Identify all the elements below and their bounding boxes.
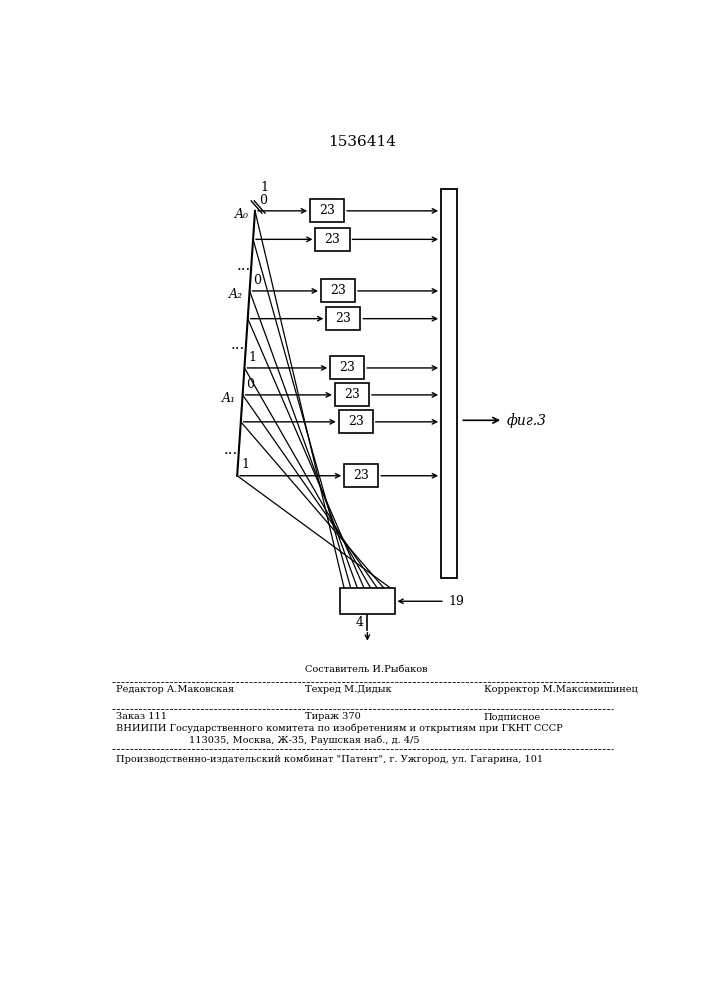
Text: 19: 19 bbox=[449, 595, 464, 608]
Text: Редактор А.Маковская: Редактор А.Маковская bbox=[115, 685, 233, 694]
Text: 23: 23 bbox=[330, 284, 346, 297]
Bar bbox=[315, 228, 349, 251]
Bar bbox=[327, 307, 361, 330]
Text: Подписное: Подписное bbox=[484, 712, 541, 721]
Text: Составитель И.Рыбаков: Составитель И.Рыбаков bbox=[305, 665, 428, 674]
Text: Тираж 370: Тираж 370 bbox=[305, 712, 361, 721]
Text: ...: ... bbox=[236, 259, 251, 273]
Text: фиг.3: фиг.3 bbox=[507, 413, 547, 428]
Text: 23: 23 bbox=[325, 233, 341, 246]
Text: 25: 25 bbox=[443, 391, 455, 407]
Text: 23: 23 bbox=[319, 204, 335, 217]
Bar bbox=[330, 356, 364, 379]
Text: Техред М.Дидык: Техред М.Дидык bbox=[305, 685, 392, 694]
Text: Заказ 111: Заказ 111 bbox=[115, 712, 167, 721]
Text: 0: 0 bbox=[259, 194, 267, 207]
Bar bbox=[321, 279, 355, 302]
Bar bbox=[335, 383, 369, 406]
Text: A₀: A₀ bbox=[235, 208, 249, 221]
Text: 4: 4 bbox=[356, 616, 363, 629]
Text: 1: 1 bbox=[241, 458, 249, 471]
Text: A₁: A₁ bbox=[223, 392, 236, 405]
Text: 0: 0 bbox=[254, 274, 262, 287]
Bar bbox=[339, 410, 373, 433]
Text: ...: ... bbox=[231, 338, 245, 352]
Text: 24: 24 bbox=[359, 595, 375, 608]
Text: 23: 23 bbox=[335, 312, 351, 325]
Text: 23: 23 bbox=[348, 415, 363, 428]
Text: 1536414: 1536414 bbox=[328, 135, 396, 149]
Text: ВНИИПИ Государственного комитета по изобретениям и открытиям при ГКНТ СССР: ВНИИПИ Государственного комитета по изоб… bbox=[115, 724, 562, 733]
Bar bbox=[441, 189, 457, 578]
Bar bbox=[340, 588, 395, 614]
Text: 113035, Москва, Ж-35, Раушская наб., д. 4/5: 113035, Москва, Ж-35, Раушская наб., д. … bbox=[189, 735, 420, 745]
Text: Корректор М.Максимишинец: Корректор М.Максимишинец bbox=[484, 685, 638, 694]
Text: 0: 0 bbox=[247, 378, 255, 391]
Text: ...: ... bbox=[224, 443, 238, 457]
Text: 1: 1 bbox=[260, 181, 268, 194]
Bar bbox=[344, 464, 378, 487]
Text: 23: 23 bbox=[339, 361, 355, 374]
Text: A₂: A₂ bbox=[229, 288, 243, 301]
Bar bbox=[310, 199, 344, 222]
Text: 1: 1 bbox=[248, 351, 257, 364]
Text: Производственно-издательский комбинат "Патент", г. Ужгород, ул. Гагарина, 101: Производственно-издательский комбинат "П… bbox=[115, 754, 543, 764]
Text: 23: 23 bbox=[354, 469, 369, 482]
Text: 23: 23 bbox=[344, 388, 360, 401]
